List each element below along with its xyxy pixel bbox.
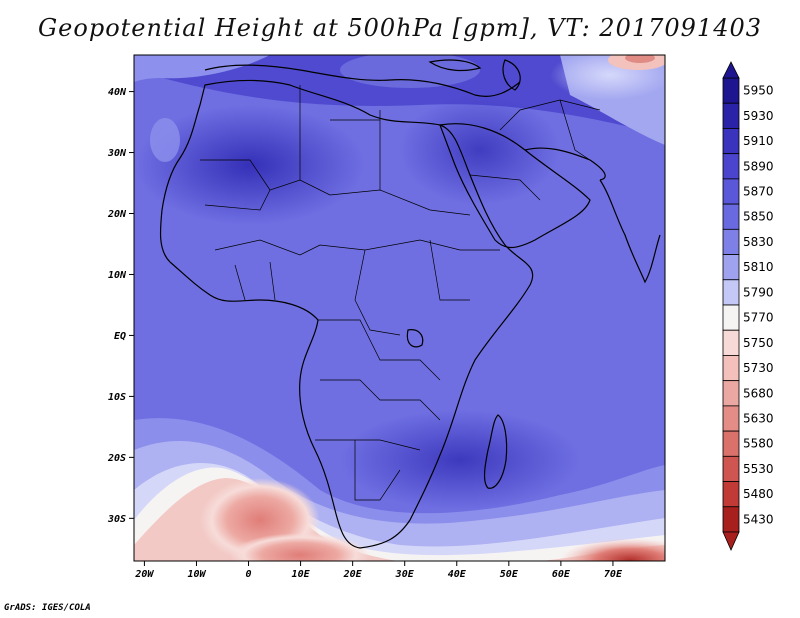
y-tick-label: 30S (107, 514, 126, 525)
y-tick-label: 20S (107, 453, 126, 464)
x-axis: 20W 10W 0 10E 20E 30E 40E 50E 60E 70E (134, 561, 623, 580)
colorbar-swatch (722, 506, 740, 533)
x-tick-label: 60E (552, 569, 571, 580)
colorbar-label: 5530 (743, 462, 774, 476)
colorbar-swatch (722, 405, 740, 432)
colorbar-label: 5790 (743, 285, 774, 299)
colorbar-swatch (722, 329, 740, 356)
colorbar-swatch (722, 77, 740, 104)
colorbar-swatch (722, 455, 740, 482)
x-tick-label: 20E (343, 569, 363, 580)
colorbar-swatch (722, 279, 740, 306)
y-tick-label: 10S (108, 392, 126, 403)
colorbar-bottom-arrow (722, 531, 740, 551)
colorbar-label: 5680 (743, 386, 774, 400)
plot-frame (133, 54, 666, 562)
y-tick-label: 20N (107, 209, 127, 220)
x-tick-label: 70E (604, 569, 623, 580)
colorbar-swatch (722, 128, 740, 155)
x-tick-label: 10W (187, 569, 206, 580)
credit-text: GrADS: IGES/COLA (4, 603, 91, 613)
geopotential-field (134, 55, 665, 561)
colorbar-swatch (722, 102, 740, 129)
y-tick-label: 30N (107, 148, 127, 159)
colorbar-label: 5580 (743, 437, 774, 451)
map-title: Geopotential Height at 500hPa [gpm], VT:… (38, 14, 762, 42)
colorbar-label: 5850 (743, 210, 774, 224)
colorbar-label: 5890 (743, 159, 774, 173)
colorbar-swatch (722, 380, 740, 407)
colorbar-swatch (722, 153, 740, 180)
colorbar-label: 5930 (743, 109, 774, 123)
x-tick-label: 10E (292, 569, 311, 580)
y-tick-label: 10N (108, 270, 127, 281)
political-borders (200, 85, 601, 501)
colorbar-swatch (722, 304, 740, 331)
x-tick-label: 0 (246, 569, 252, 580)
colorbar-label: 5730 (743, 361, 774, 375)
colorbar-label: 5630 (743, 412, 774, 426)
y-tick-label: 40N (108, 87, 127, 98)
x-tick-label: 50E (500, 569, 519, 580)
colorbar-top-arrow (722, 61, 740, 79)
colorbar-swatch (722, 430, 740, 457)
colorbar-swatch (722, 254, 740, 281)
colorbar-label: 5950 (743, 84, 774, 98)
colorbar-label: 5830 (743, 235, 774, 249)
colorbar-swatch (722, 228, 740, 255)
colorbar-label: 5430 (743, 512, 774, 526)
x-tick-label: 40E (448, 569, 467, 580)
colorbar-swatch (722, 178, 740, 205)
x-tick-label: 20W (134, 569, 154, 580)
colorbar-label: 5750 (743, 336, 774, 350)
y-axis: 40N 30N 20N 10N EQ 10S 20S 30S (107, 87, 134, 525)
colorbar-swatch (722, 355, 740, 382)
colorbar-swatch (722, 481, 740, 508)
x-tick-label: 30E (395, 569, 415, 580)
colorbar-label: 5770 (743, 311, 774, 325)
colorbar-label: 5810 (743, 260, 774, 274)
colorbar-swatch (722, 203, 740, 230)
colorbar-label: 5480 (743, 487, 774, 501)
colorbar-label: 5910 (743, 134, 774, 148)
y-tick-label: EQ (114, 331, 126, 342)
colorbar-label: 5870 (743, 185, 774, 199)
colorbar: 5950 5930 5910 5890 5870 5850 5830 5810 5790 5770… (722, 61, 774, 551)
